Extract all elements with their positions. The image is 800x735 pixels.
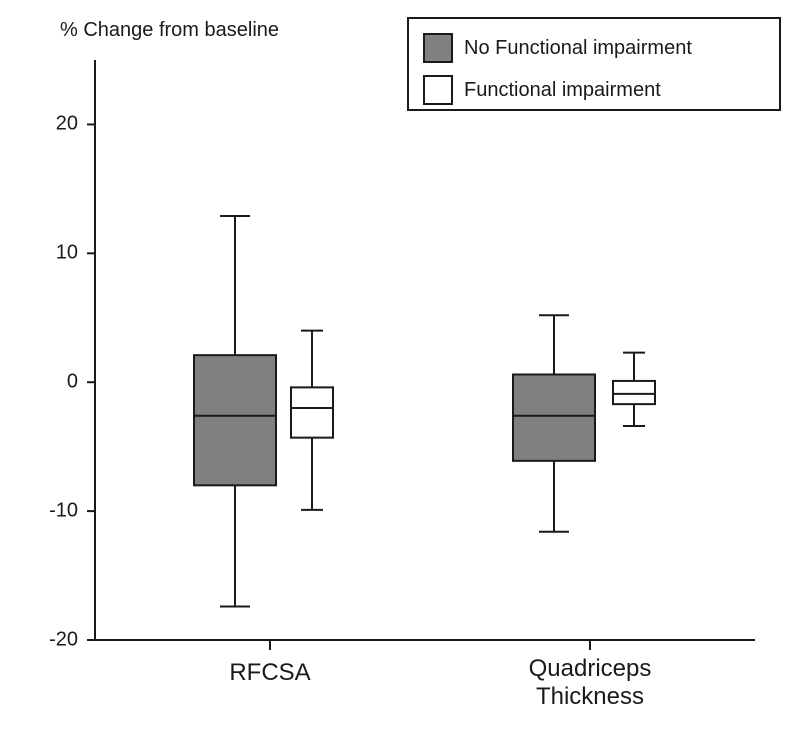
x-category-label: RFCSA xyxy=(229,659,310,686)
y-tick-label: 10 xyxy=(56,242,78,264)
legend-swatch xyxy=(424,76,452,104)
y-tick-label: 0 xyxy=(67,371,78,393)
legend-label: No Functional impairment xyxy=(464,37,692,59)
x-category-label: Thickness xyxy=(536,683,644,710)
boxplot-box xyxy=(613,381,655,404)
boxplot-box xyxy=(194,355,276,485)
legend-swatch xyxy=(424,34,452,62)
boxplot-chart: -20 -10 0 10 20 % Change from baseline RFCSA Qu… xyxy=(0,0,800,735)
y-axis-title: % Change from baseline xyxy=(60,19,279,41)
y-tick-label: -10 xyxy=(49,499,78,521)
boxplot-box xyxy=(291,387,333,437)
boxplot-box xyxy=(513,374,595,460)
y-tick-label: 20 xyxy=(56,113,78,135)
chart-container: -20 -10 0 10 20 % Change from baseline RFCSA Qu… xyxy=(0,0,800,735)
y-tick-label: -20 xyxy=(49,628,78,650)
x-category-label: Quadriceps xyxy=(529,655,652,682)
legend-label: Functional impairment xyxy=(464,79,661,101)
